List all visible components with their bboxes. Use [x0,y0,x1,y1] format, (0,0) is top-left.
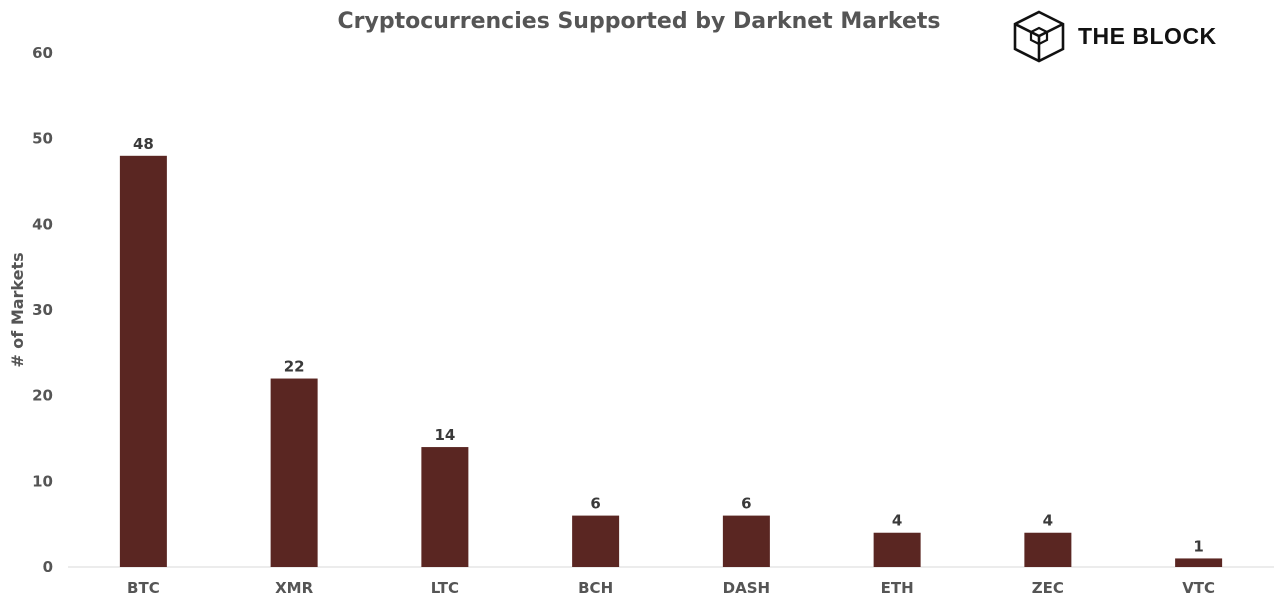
chart-title: Cryptocurrencies Supported by Darknet Ma… [337,9,940,34]
x-tick-label-bch: BCH [578,579,613,597]
data-label-eth: 4 [892,512,902,530]
data-label-vtc: 1 [1193,537,1203,555]
cube-logo-icon [1013,10,1065,63]
y-tick-label: 30 [32,301,53,319]
y-tick-label: 0 [43,558,53,576]
bar-ltc [421,447,469,567]
bar-vtc [1175,558,1223,567]
bar-xmr [270,378,318,567]
data-label-bch: 6 [590,495,600,513]
x-tick-label-btc: BTC [127,579,160,597]
data-label-ltc: 14 [434,426,455,444]
bar-btc [119,155,167,568]
y-axis-label: # of Markets [8,252,27,367]
bar-bch [572,515,620,567]
x-axis-ticks: BTC XMR LTC BCH DASH ETH ZEC VTC [127,579,1215,597]
bar-dash [722,515,770,567]
x-tick-label-eth: ETH [881,579,914,597]
bar-zec [1024,532,1072,567]
x-tick-label-vtc: VTC [1182,579,1215,597]
data-label-dash: 6 [741,495,751,513]
data-label-xmr: 22 [284,358,305,376]
x-tick-label-dash: DASH [723,579,770,597]
x-tick-label-ltc: LTC [431,579,459,597]
y-tick-label: 60 [32,44,53,62]
x-tick-label-zec: ZEC [1032,579,1064,597]
y-tick-label: 50 [32,130,53,148]
y-tick-label: 10 [32,472,53,490]
data-label-zec: 4 [1043,512,1053,530]
brand-logo: THE BLOCK [1012,8,1217,64]
bar-eth [873,532,921,567]
y-axis-ticks: 0 10 20 30 40 50 60 [32,44,53,576]
bars-group: 48 22 14 6 6 4 4 1 [119,135,1223,568]
y-tick-label: 40 [32,215,53,233]
logo-text: THE BLOCK [1078,22,1217,49]
data-label-btc: 48 [133,135,154,153]
y-tick-label: 20 [32,387,53,405]
x-tick-label-xmr: XMR [275,579,313,597]
